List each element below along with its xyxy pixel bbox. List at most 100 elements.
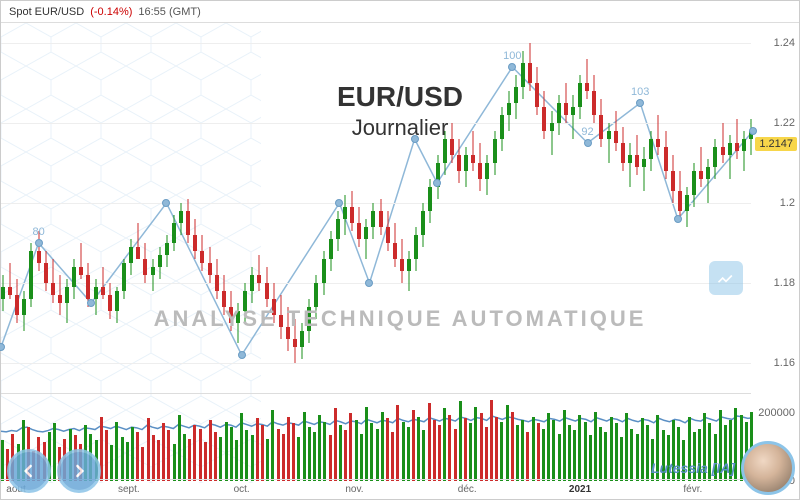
gridline (1, 123, 751, 124)
volume-bar (110, 445, 113, 481)
zigzag-label: 103 (631, 86, 649, 98)
avatar-icon (741, 441, 795, 495)
volume-bar (256, 418, 259, 481)
nav-next-button[interactable] (57, 449, 101, 493)
y-axis-tick: 1.16 (774, 357, 795, 369)
volume-bar (214, 432, 217, 481)
volume-bar (568, 425, 571, 481)
chart-tool-icon[interactable] (709, 261, 743, 295)
gridline (1, 203, 751, 204)
volume-bar (178, 415, 181, 481)
x-axis-tick: sept. (118, 484, 140, 495)
volume-bar (287, 417, 290, 481)
volume-bar (313, 432, 316, 481)
volume-bar (199, 429, 202, 481)
volume-bar (443, 408, 446, 481)
price-chart-area[interactable]: 8010092103 (1, 23, 751, 383)
volume-bar (277, 429, 280, 481)
volume-chart-area[interactable] (1, 393, 751, 481)
zigzag-point (335, 199, 343, 207)
volume-bar (376, 429, 379, 481)
volume-bar (454, 429, 457, 481)
volume-bar (141, 447, 144, 481)
volume-bar (261, 425, 264, 481)
volume-bar (474, 407, 477, 481)
volume-bar (308, 427, 311, 481)
volume-bar (162, 423, 165, 481)
volume-bar (193, 425, 196, 481)
price-change: (-0.14%) (90, 6, 132, 18)
volume-bar (131, 427, 134, 481)
nav-prev-button[interactable] (7, 449, 51, 493)
zigzag-label: 80 (32, 226, 44, 238)
volume-bar (349, 413, 352, 481)
volume-bar (339, 425, 342, 481)
volume-bar (599, 427, 602, 481)
volume-bar (173, 444, 176, 481)
zigzag-point (508, 63, 516, 71)
volume-bar (209, 420, 212, 481)
volume-bar (495, 417, 498, 481)
volume-bar (245, 430, 248, 481)
timestamp: 16:55 (GMT) (138, 6, 200, 18)
volume-bar (115, 422, 118, 481)
volume-bar (615, 423, 618, 481)
volume-bar (573, 430, 576, 481)
volume-bar (578, 415, 581, 481)
volume-bar (381, 412, 384, 481)
volume-bar (152, 435, 155, 481)
volume-bar (266, 439, 269, 481)
zigzag-point (162, 199, 170, 207)
zigzag-point (433, 179, 441, 187)
volume-bar (490, 400, 493, 481)
volume-bar (500, 422, 503, 481)
volume-bar (334, 408, 337, 481)
volume-bar (422, 430, 425, 481)
x-axis-tick: oct. (234, 484, 250, 495)
volume-bar (537, 423, 540, 481)
x-axis-tick: 2021 (569, 484, 591, 495)
volume-bar (386, 418, 389, 481)
volume-bar (448, 415, 451, 481)
volume-bar (297, 437, 300, 481)
volume-bar (157, 440, 160, 481)
volume-bar (136, 432, 139, 481)
volume-bar (219, 437, 222, 481)
volume-bar (329, 435, 332, 481)
volume-bar (630, 429, 633, 481)
volume-bar (271, 410, 274, 481)
zigzag-point (365, 279, 373, 287)
volume-bar (542, 429, 545, 481)
volume-bar (251, 435, 254, 481)
volume-bar (620, 437, 623, 481)
volume-bar (558, 434, 561, 481)
price-y-axis: 1.161.181.21.221.241.2147 (751, 23, 799, 383)
y-axis-tick: 1.22 (774, 117, 795, 129)
volume-bar (407, 427, 410, 481)
volume-bar (646, 425, 649, 481)
volume-bar (584, 422, 587, 481)
volume-bar (282, 434, 285, 481)
volume-bar (485, 427, 488, 481)
volume-bar (589, 435, 592, 481)
volume-bar (516, 425, 519, 481)
zigzag-point (87, 299, 95, 307)
volume-bar (240, 413, 243, 481)
volume-bar (464, 418, 467, 481)
volume-bar (318, 415, 321, 481)
zigzag-point (674, 215, 682, 223)
zigzag-label: 92 (581, 126, 593, 138)
y-axis-tick: 1.2 (780, 197, 795, 209)
chart-container: Spot EUR/USD (-0.14%) 16:55 (GMT) 801009… (0, 0, 800, 500)
volume-bar (636, 434, 639, 481)
time-x-axis: aoutsept.oct.nov.déc.2021févr. (1, 479, 751, 499)
volume-y-tick: 200000 (758, 407, 795, 419)
volume-bar (204, 442, 207, 481)
zigzag-point (411, 135, 419, 143)
brand-badge: Lutessia [IA] (651, 441, 795, 495)
volume-bar (105, 430, 108, 481)
volume-bar (355, 420, 358, 481)
zigzag-point (636, 99, 644, 107)
navigation-buttons (7, 449, 101, 493)
volume-bar (147, 418, 150, 481)
